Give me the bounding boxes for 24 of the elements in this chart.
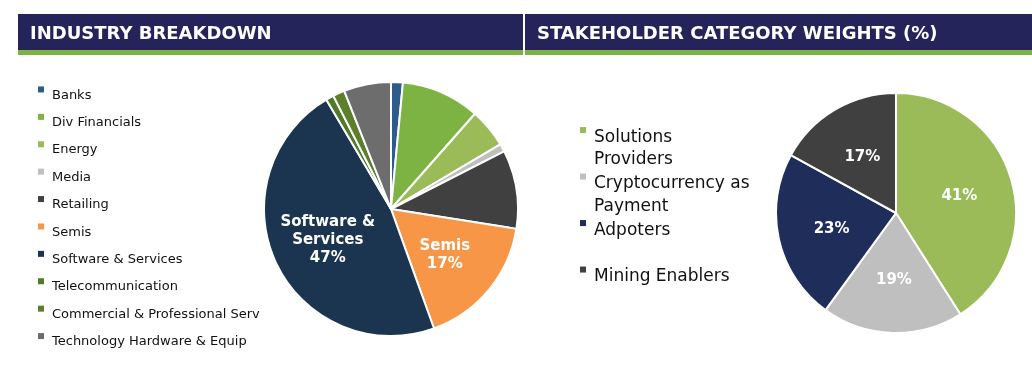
chart-title: STAKEHOLDER CATEGORY WEIGHTS (%) [537,22,938,43]
data-label: 23% [813,218,850,237]
legend-label: Div Financials [52,113,142,129]
data-label: 47% [309,247,346,266]
legend-label: Solutions Providers [594,125,673,169]
legend-label: Energy [52,141,98,157]
legend-label: Software & Services [52,250,183,266]
legend-label: Retailing [52,196,109,212]
legend-label: Banks [52,86,92,102]
legend-label: Adpoters [594,218,671,239]
legend-label: Telecommunication [51,278,178,294]
legend-label: Technology Hardware & Equip [51,333,247,349]
data-label: 19% [875,270,912,289]
data-label: 17% [426,253,463,272]
legend-label: Cryptocurrency as Payment [594,172,750,215]
legend-label: Media [52,168,92,184]
data-label: 41% [941,185,978,204]
legend-label: Semis [52,223,92,239]
legend-label: Commercial & Professional Serv [52,305,261,321]
chart-title: INDUSTRY BREAKDOWN [30,22,272,43]
legend-label: Mining Enablers [594,265,730,286]
slice-label: Software & Services [280,211,376,248]
data-label: 17% [844,147,881,166]
slice-label: Semis [419,235,471,254]
